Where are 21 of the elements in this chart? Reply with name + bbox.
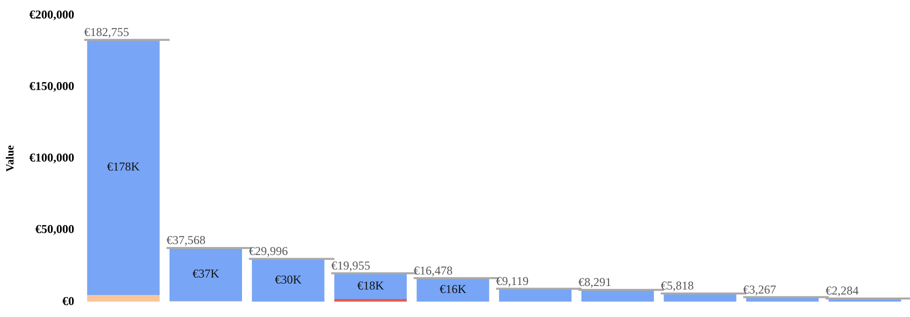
total-label: €8,291 <box>578 275 612 290</box>
data-label: €37K <box>192 266 220 281</box>
y-tick-label: €0 <box>62 294 74 308</box>
y-tick-label: €100,000 <box>29 150 74 165</box>
data-label: €178K <box>107 160 140 174</box>
data-label: €30K <box>274 272 302 286</box>
y-axis-title: Value <box>4 145 16 172</box>
y-tick-label: €50,000 <box>35 222 74 236</box>
y-tick-label: €200,000 <box>29 7 74 22</box>
data-label: €16K <box>440 282 467 296</box>
total-label: €37,568 <box>166 233 206 248</box>
total-label: €182,755 <box>84 25 130 40</box>
total-label: €9,119 <box>496 274 529 288</box>
total-label: €19,955 <box>331 258 370 272</box>
total-label: €16,478 <box>414 263 453 278</box>
data-label: €18K <box>357 278 384 292</box>
total-label: €2,284 <box>826 284 859 298</box>
total-label: €29,996 <box>248 244 288 258</box>
total-label: €3,267 <box>743 282 776 296</box>
total-label: €5,818 <box>660 278 694 293</box>
y-tick-label: €150,000 <box>29 78 74 93</box>
